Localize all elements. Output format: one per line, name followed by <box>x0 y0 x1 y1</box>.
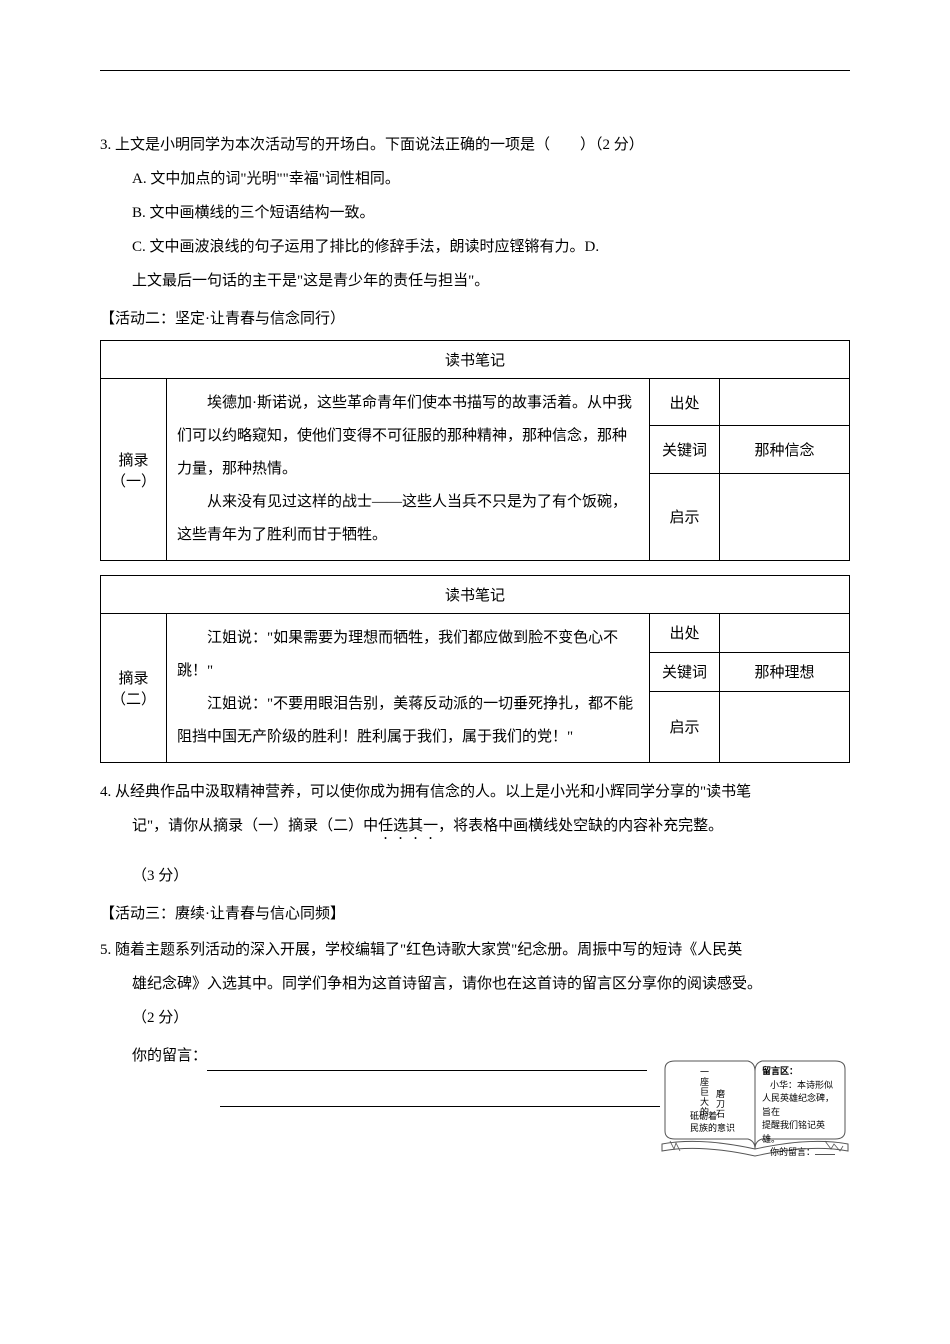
note1-keyword-label: 关键词 <box>650 426 720 473</box>
book-right-l4-label: 你的留言： <box>770 1147 815 1157</box>
activity2-header: 【活动二：坚定·让青春与信念同行） <box>100 304 850 334</box>
note1-keyword-value: 那种信念 <box>720 426 850 473</box>
book-right-text: 留言区： 小华：本诗形似 人民英雄纪念碑，旨在 提醒我们铭记英雄。 你的留言： <box>762 1065 842 1160</box>
activity3-header: 【活动三：赓续·让青春与信心同频】 <box>100 899 850 929</box>
note2-rowlabel-2: （二） <box>111 692 156 708</box>
q4-emphasis: 任选其一 <box>378 818 438 834</box>
note2-insight-value <box>720 691 850 762</box>
book-right-header: 留言区： <box>762 1065 842 1079</box>
note2-rowlabel: 摘录 （二） <box>101 614 167 763</box>
q3-option-d: 上文最后一句话的主干是"这是青少年的责任与担当"。 <box>100 266 850 296</box>
q4-line2: 记"，请你从摘录（一）摘录（二）中任选其一，将表格中画横线处空缺的内容补充完整。 <box>100 811 850 843</box>
note1-rowlabel-2: （一） <box>111 474 156 490</box>
document-content: 3. 上文是小明同学为本次活动写的开场白。下面说法正确的一项是（ ）（2 分） … <box>100 130 850 1107</box>
book-left-bottom: 砥砺着 民族的意识 <box>690 1111 735 1134</box>
note2-source-value <box>720 614 850 653</box>
q3-stem: 3. 上文是小明同学为本次活动写的开场白。下面说法正确的一项是（ ）（2 分） <box>100 130 850 160</box>
q5-line1: 5. 随着主题系列活动的深入开展，学校编辑了"红色诗歌大家赏"纪念册。周振中写的… <box>100 935 850 965</box>
note2-source-label: 出处 <box>650 614 720 653</box>
top-rule <box>100 70 850 71</box>
book-right-l1: 小华：本诗形似 <box>762 1079 842 1093</box>
q3-option-a: A. 文中加点的词"光明""幸福"词性相同。 <box>100 164 850 194</box>
note1-rowlabel: 摘录 （一） <box>101 379 167 561</box>
q5-line2: 雄纪念碑》入选其中。同学们争相为这首诗留言，请你也在这首诗的留言区分享你的阅读感… <box>100 969 850 999</box>
book-left-col4: 民族的意识 <box>690 1123 735 1135</box>
note1-title: 读书笔记 <box>101 341 850 379</box>
q3-option-b: B. 文中画横线的三个短语结构一致。 <box>100 198 850 228</box>
note2-title: 读书笔记 <box>101 576 850 614</box>
note2-excerpt-p2: 江姐说："不要用眼泪告别，美蒋反动派的一切垂死挣扎，都不能阻挡中国无产阶级的胜利… <box>177 688 639 754</box>
book-right-l3: 提醒我们铭记英雄。 <box>762 1119 842 1146</box>
note2-excerpt-cell: 江姐说："如果需要为理想而牺牲，我们都应做到脸不变色心不跳！" 江姐说："不要用… <box>167 614 650 763</box>
note2-insight-label: 启示 <box>650 691 720 762</box>
note2-excerpt-p1: 江姐说："如果需要为理想而牺牲，我们都应做到脸不变色心不跳！" <box>177 622 639 688</box>
note1-insight-label: 启示 <box>650 473 720 560</box>
note1-rowlabel-1: 摘录 <box>119 453 149 469</box>
book-left-col3: 砥砺着 <box>690 1111 735 1123</box>
note2-rowlabel-1: 摘录 <box>119 671 149 687</box>
note1-excerpt-p1: 埃德加·斯诺说，这些革命青年们使本书描写的故事活着。从中我们可以约略窥知，使他们… <box>177 387 639 486</box>
q4-line2-p2: ，将表格中画横线处空缺的内容补充完整。 <box>438 818 723 834</box>
q4-score: （3 分） <box>100 861 850 891</box>
note2-keyword-value: 那种理想 <box>720 652 850 691</box>
q5-score: （2 分） <box>100 1003 850 1033</box>
q5-answer-label: 你的留言： <box>132 1048 207 1064</box>
answer-underline-2 <box>220 1079 660 1107</box>
q4-line2-p1: 记"，请你从摘录（一）摘录（二）中 <box>132 818 378 834</box>
note1-excerpt-cell: 埃德加·斯诺说，这些革命青年们使本书描写的故事活着。从中我们可以约略窥知，使他们… <box>167 379 650 561</box>
q4-line1: 4. 从经典作品中汲取精神营养，可以使你成为拥有信念的人。以上是小光和小辉同学分… <box>100 777 850 807</box>
book-right-l4: 你的留言： <box>762 1146 842 1160</box>
note1-source-label: 出处 <box>650 379 720 426</box>
note1-insight-value <box>720 473 850 560</box>
q3-option-c: C. 文中画波浪线的句子运用了排比的修辞手法，朗读时应铿锵有力。D. <box>100 232 850 262</box>
note1-excerpt-p2: 从来没有见过这样的战士——这些人当兵不只是为了有个饭碗，这些青年为了胜利而甘于牺… <box>177 486 639 552</box>
note1-source-value <box>720 379 850 426</box>
note2-keyword-label: 关键词 <box>650 652 720 691</box>
book-right-l2: 人民英雄纪念碑，旨在 <box>762 1092 842 1119</box>
reading-note-1: 读书笔记 摘录 （一） 埃德加·斯诺说，这些革命青年们使本书描写的故事活着。从中… <box>100 340 850 561</box>
reading-note-2: 读书笔记 摘录 （二） 江姐说："如果需要为理想而牺牲，我们都应做到脸不变色心不… <box>100 575 850 763</box>
answer-underline-1 <box>207 1053 647 1071</box>
book-illustration: 一座巨大的 磨刀石 砥砺着 民族的意识 留言区： 小华：本诗形似 人民英雄纪念碑… <box>660 1049 850 1164</box>
